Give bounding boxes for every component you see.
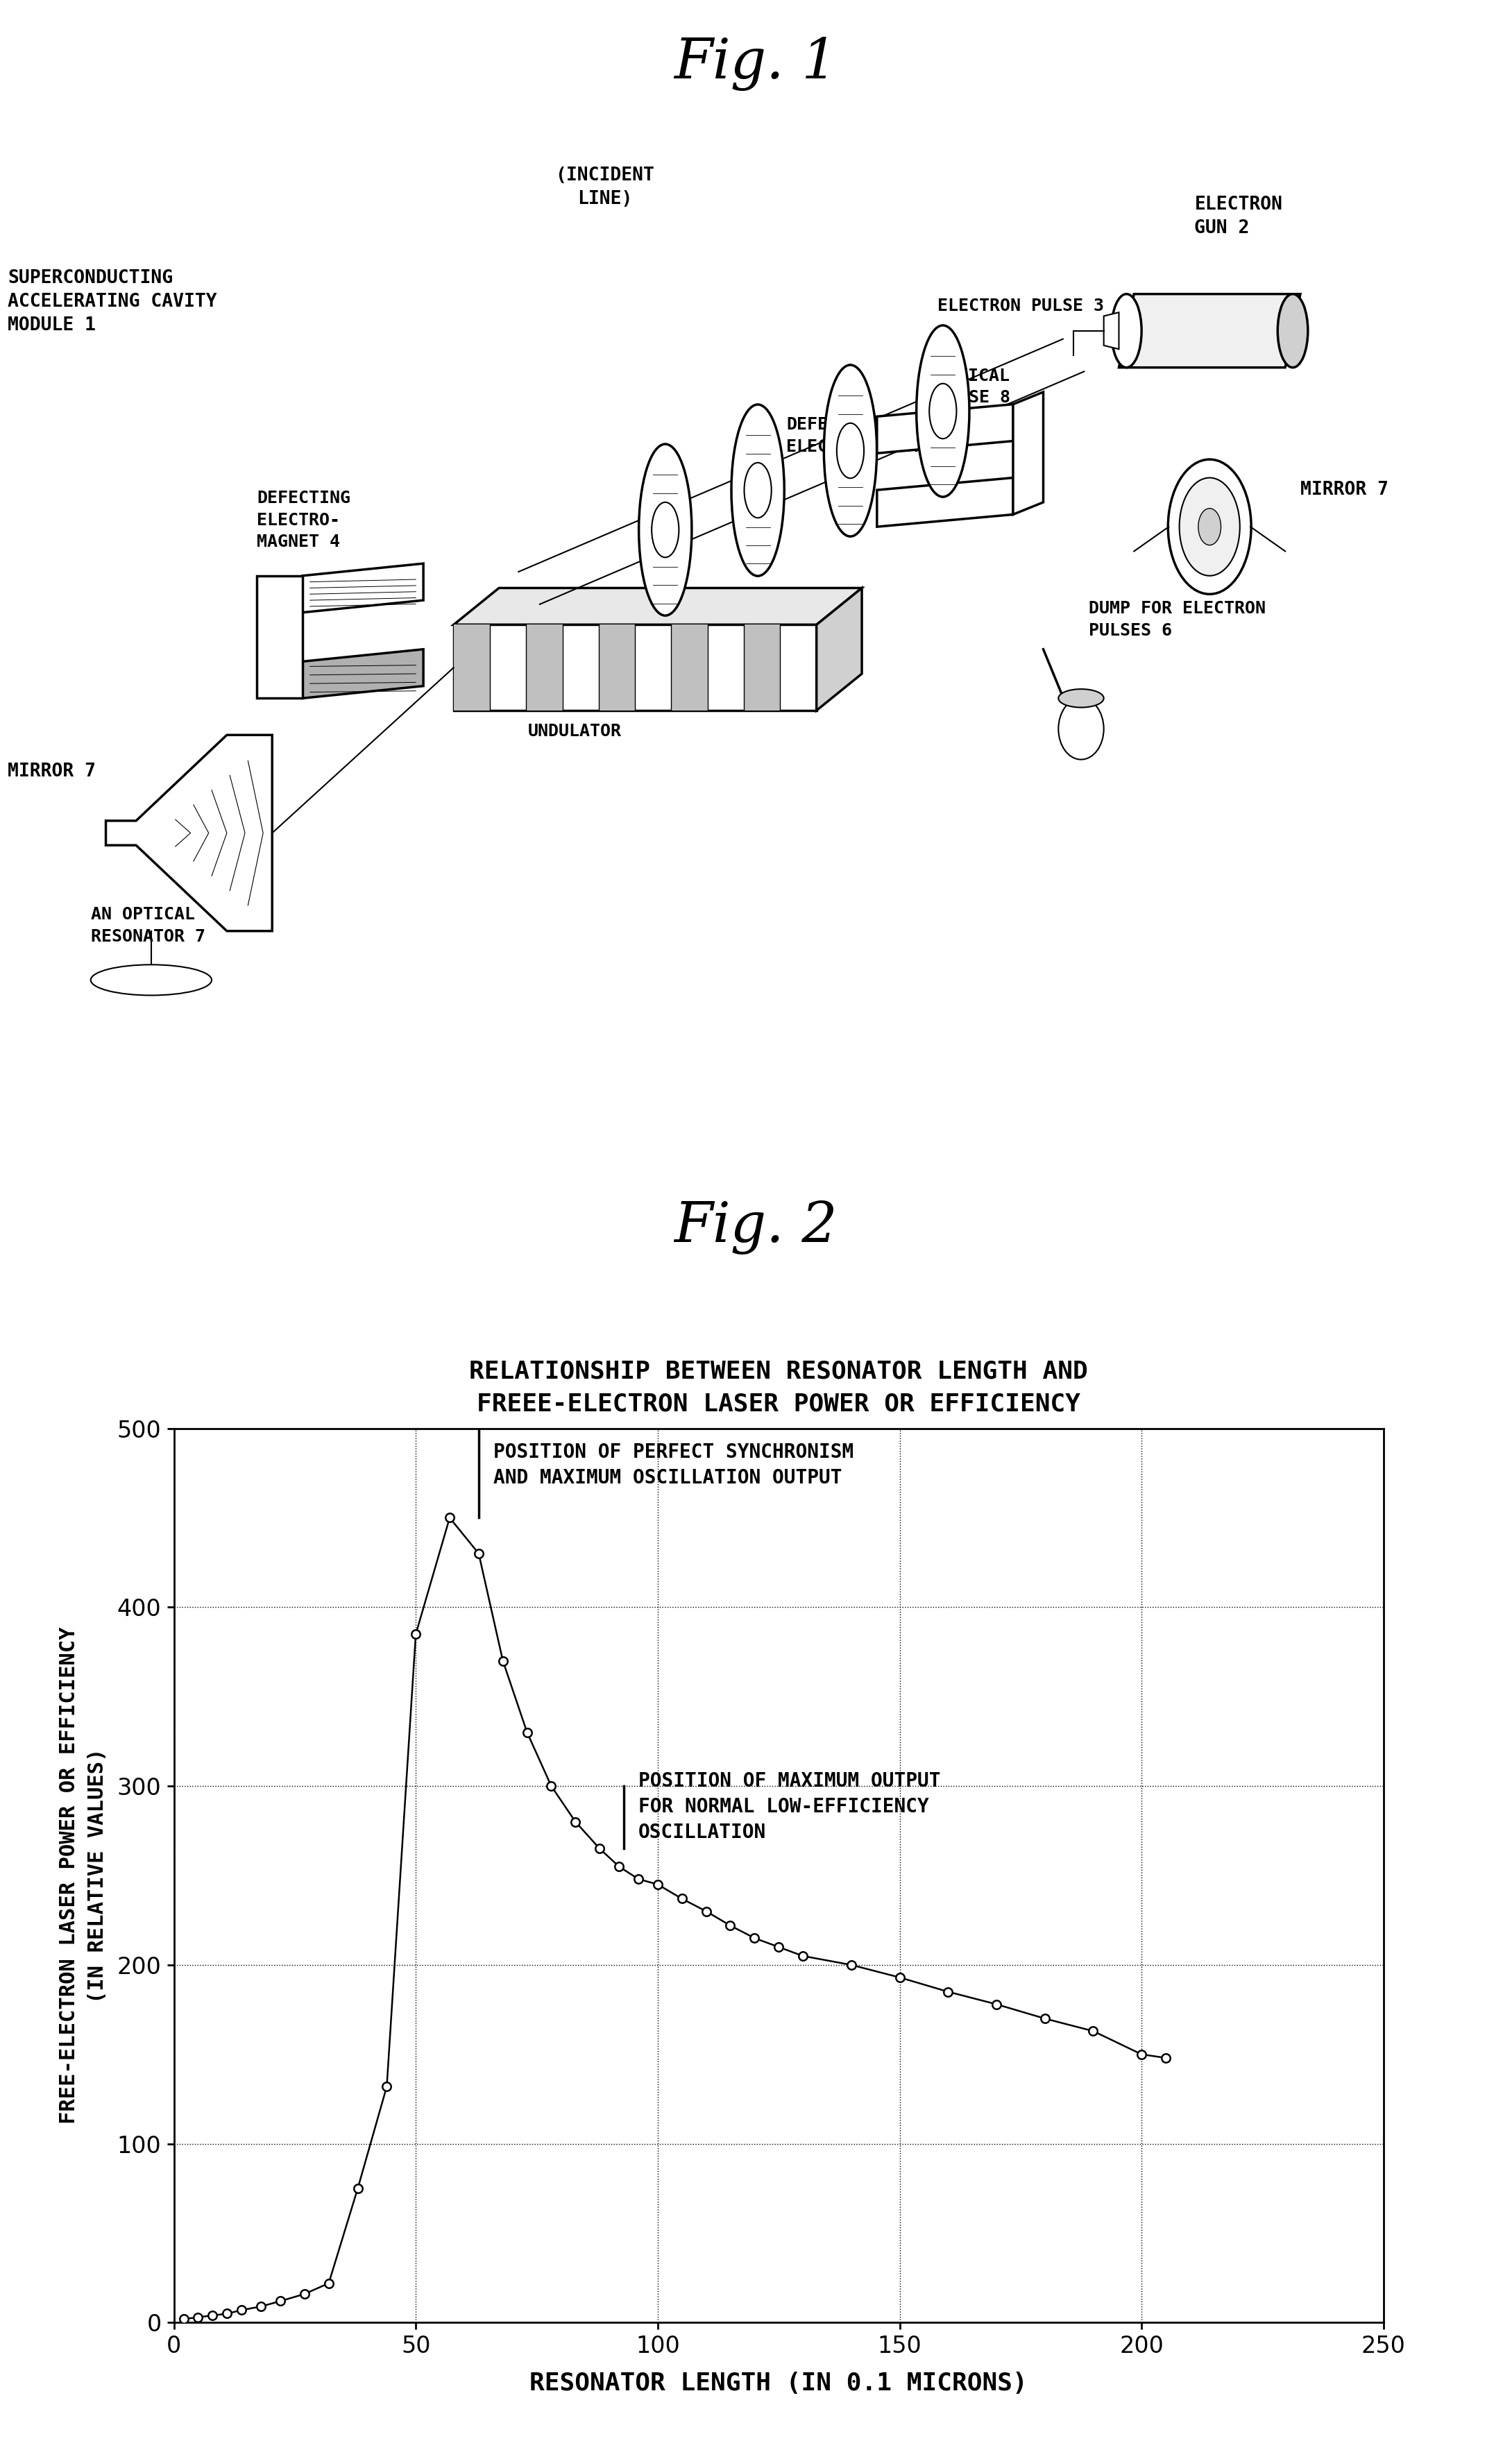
Bar (599, 625, 635, 710)
Ellipse shape (1058, 698, 1104, 760)
Text: (INCIDENT
LINE): (INCIDENT LINE) (555, 167, 655, 208)
Ellipse shape (836, 424, 863, 478)
Ellipse shape (824, 365, 877, 537)
Text: MIRROR 7: MIRROR 7 (1300, 480, 1388, 500)
Ellipse shape (652, 502, 679, 556)
Polygon shape (877, 478, 1013, 527)
Text: Fig. 1: Fig. 1 (674, 37, 838, 91)
Ellipse shape (916, 326, 969, 497)
Ellipse shape (638, 443, 692, 615)
Text: UNDULATOR: UNDULATOR (528, 723, 621, 740)
Polygon shape (1119, 294, 1300, 368)
Polygon shape (1013, 392, 1043, 514)
Title: RELATIONSHIP BETWEEN RESONATOR LENGTH AND
FREEE-ELECTRON LASER POWER OR EFFICIEN: RELATIONSHIP BETWEEN RESONATOR LENGTH AN… (469, 1360, 1089, 1416)
Ellipse shape (1179, 478, 1240, 576)
Polygon shape (816, 588, 862, 710)
Text: DEFECTING
ELECTRO-
MAGNET 4: DEFECTING ELECTRO- MAGNET 4 (257, 490, 351, 551)
Ellipse shape (1058, 688, 1104, 708)
Text: Fig. 2: Fig. 2 (674, 1201, 838, 1254)
Ellipse shape (1198, 507, 1220, 546)
Polygon shape (454, 625, 816, 710)
Text: DUMP FOR ELECTRON
PULSES 6: DUMP FOR ELECTRON PULSES 6 (1089, 600, 1266, 639)
Ellipse shape (1111, 294, 1142, 368)
X-axis label: RESONATOR LENGTH (IN 0.1 MICRONS): RESONATOR LENGTH (IN 0.1 MICRONS) (529, 2372, 1028, 2396)
Polygon shape (302, 564, 423, 612)
Polygon shape (1104, 314, 1119, 350)
Y-axis label: FREE-ELECTRON LASER POWER OR EFFICIENCY
(IN RELATIVE VALUES): FREE-ELECTRON LASER POWER OR EFFICIENCY … (59, 1627, 107, 2124)
Ellipse shape (930, 385, 957, 439)
Bar (454, 625, 490, 710)
Polygon shape (877, 404, 1013, 453)
Polygon shape (106, 735, 272, 931)
Text: SUPERCONDUCTING
ACCELERATING CAVITY
MODULE 1: SUPERCONDUCTING ACCELERATING CAVITY MODU… (8, 270, 216, 336)
Text: POSITION OF PERFECT SYNCHRONISM
AND MAXIMUM OSCILLATION OUTPUT: POSITION OF PERFECT SYNCHRONISM AND MAXI… (493, 1443, 853, 1487)
Text: ELECTRON PULSE 3: ELECTRON PULSE 3 (937, 299, 1104, 314)
Text: POSITION OF MAXIMUM OUTPUT
FOR NORMAL LOW-EFFICIENCY
OSCILLATION: POSITION OF MAXIMUM OUTPUT FOR NORMAL LO… (638, 1771, 940, 1842)
Ellipse shape (732, 404, 785, 576)
Text: OPTICAL
PULSE 8: OPTICAL PULSE 8 (937, 368, 1010, 407)
Ellipse shape (744, 463, 771, 517)
Polygon shape (454, 588, 862, 625)
Polygon shape (302, 649, 423, 698)
Text: DEFECTING
ELECTROMAGNET 4': DEFECTING ELECTROMAGNET 4' (786, 417, 953, 456)
Ellipse shape (1167, 461, 1250, 595)
Text: AN OPTICAL
RESONATOR 7: AN OPTICAL RESONATOR 7 (91, 907, 206, 946)
Bar (744, 625, 780, 710)
Bar (526, 625, 562, 710)
Text: MIRROR 7: MIRROR 7 (8, 762, 95, 782)
Ellipse shape (1278, 294, 1308, 368)
Bar (671, 625, 708, 710)
Text: ELECTRON
GUN 2: ELECTRON GUN 2 (1194, 196, 1282, 238)
Ellipse shape (91, 965, 212, 995)
Polygon shape (257, 576, 302, 698)
